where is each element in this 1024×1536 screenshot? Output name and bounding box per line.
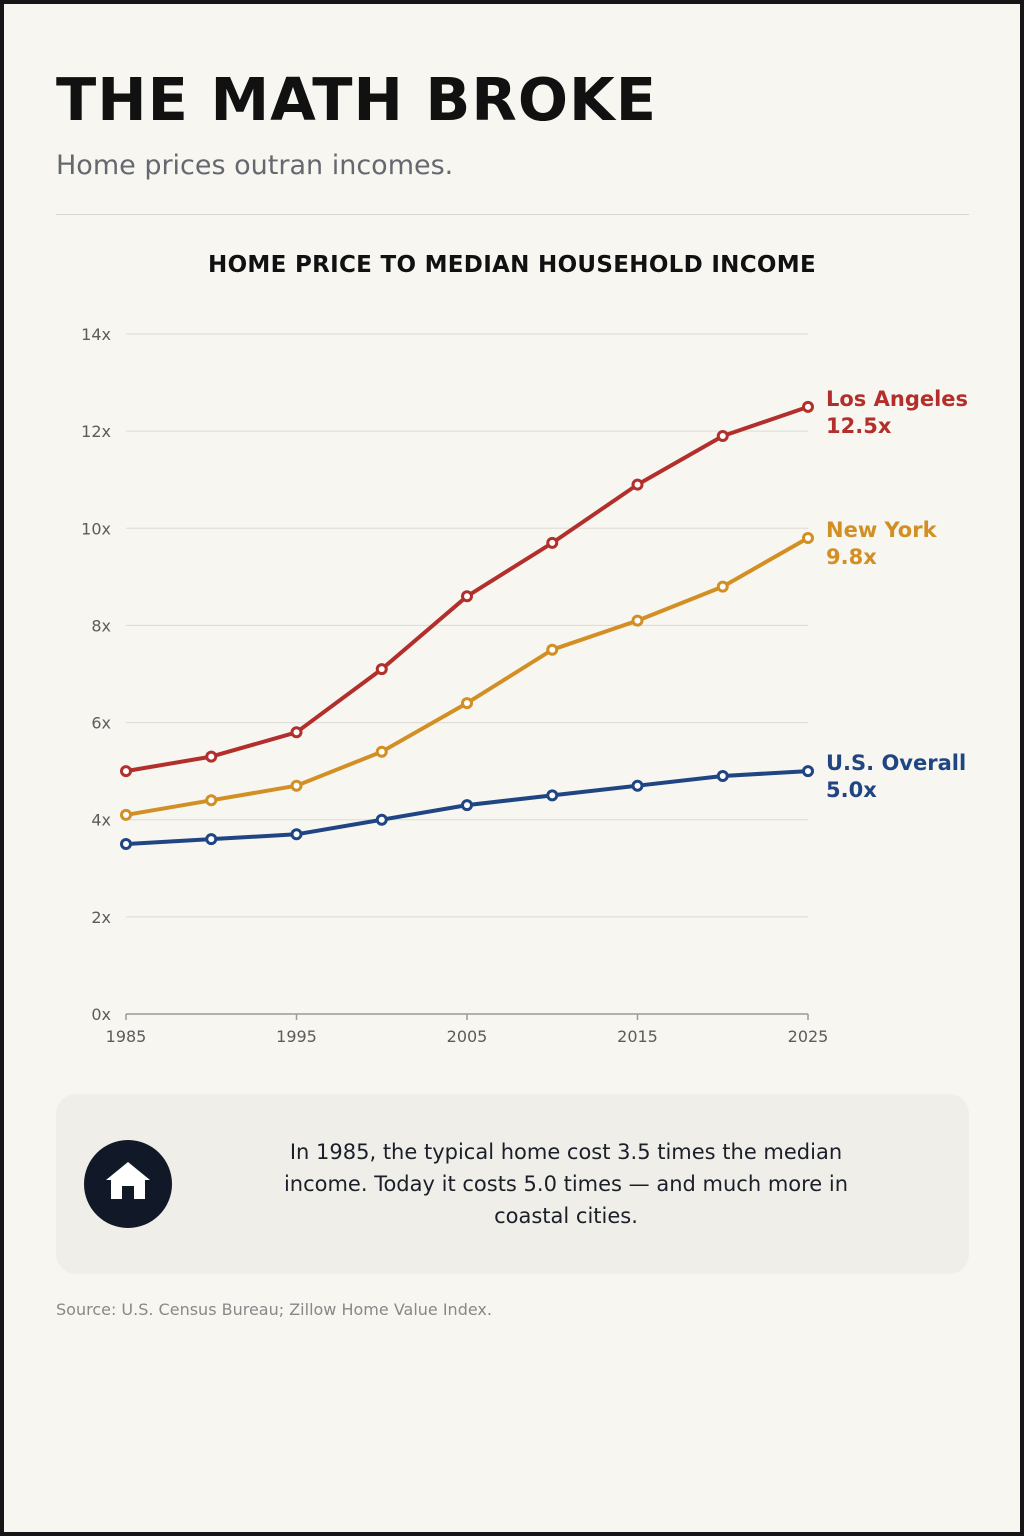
series-end-value-label: 9.8x	[826, 545, 877, 569]
data-point	[205, 750, 218, 763]
x-tick-label: 1995	[276, 1027, 317, 1046]
line-chart: HOME PRICE TO MEDIAN HOUSEHOLD INCOME 0x…	[81, 252, 968, 1046]
y-tick-label: 6x	[91, 714, 111, 733]
data-point	[802, 765, 814, 778]
data-point	[375, 663, 388, 676]
y-tick-label: 4x	[91, 811, 111, 830]
data-point	[461, 697, 473, 710]
series-end-value-label: 5.0x	[826, 778, 877, 802]
y-tick-label: 10x	[81, 519, 111, 538]
series-labels: Los Angeles 12.5x New York 9.8x U.S. Overall…	[826, 387, 968, 802]
data-point	[461, 799, 473, 812]
data-point	[290, 779, 303, 792]
series-line	[124, 404, 810, 774]
callout-text: In 1985, the typical home cost 3.5 times…	[283, 1140, 849, 1228]
data-point	[631, 779, 644, 792]
data-point	[120, 765, 132, 778]
series-end-value-label: 12.5x	[826, 414, 892, 438]
x-tick-label: 1985	[106, 1027, 147, 1046]
data-point	[716, 430, 729, 442]
axes: 0x 2x 4x 6x 8x 10x 12x 14x 1985 1995 2005 2015 2025	[81, 325, 828, 1046]
x-tick-label: 2015	[617, 1027, 658, 1046]
data-point	[290, 828, 303, 841]
data-point	[120, 838, 132, 850]
data-point	[716, 580, 729, 593]
data-point	[461, 590, 473, 603]
data-point	[802, 400, 814, 413]
header-divider	[56, 214, 969, 215]
chart-title: HOME PRICE TO MEDIAN HOUSEHOLD INCOME	[208, 252, 816, 278]
series-line	[124, 536, 810, 817]
data-point	[120, 808, 132, 821]
data-point	[375, 745, 388, 758]
series-name-label: U.S. Overall	[826, 751, 966, 775]
y-tick-label: 0x	[91, 1005, 111, 1024]
page-subtitle: Home prices outran incomes.	[56, 150, 454, 181]
data-point	[631, 614, 644, 627]
y-tick-label: 14x	[81, 325, 111, 344]
page-title: THE MATH BROKE	[56, 65, 658, 134]
data-point	[546, 643, 559, 656]
data-point	[631, 478, 644, 491]
data-point	[802, 532, 814, 544]
data-point	[205, 833, 218, 846]
x-tick-label: 2025	[788, 1027, 829, 1046]
house-icon	[84, 1140, 172, 1228]
y-tick-label: 2x	[91, 908, 111, 927]
data-point	[290, 726, 303, 739]
grid-lines	[126, 333, 808, 918]
y-tick-label: 8x	[91, 616, 111, 635]
data-point	[716, 770, 729, 782]
source-note: Source: U.S. Census Bureau; Zillow Home …	[56, 1300, 492, 1319]
data-point	[205, 794, 218, 807]
data-point	[375, 813, 388, 826]
series-name-label: New York	[826, 518, 938, 542]
x-tick-label: 2005	[447, 1027, 488, 1046]
callout-box: In 1985, the typical home cost 3.5 times…	[56, 1094, 969, 1274]
series-name-label: Los Angeles	[826, 387, 968, 411]
series-layer	[120, 400, 814, 850]
y-tick-label: 12x	[81, 422, 111, 441]
data-point	[546, 536, 559, 549]
data-point	[546, 789, 559, 802]
